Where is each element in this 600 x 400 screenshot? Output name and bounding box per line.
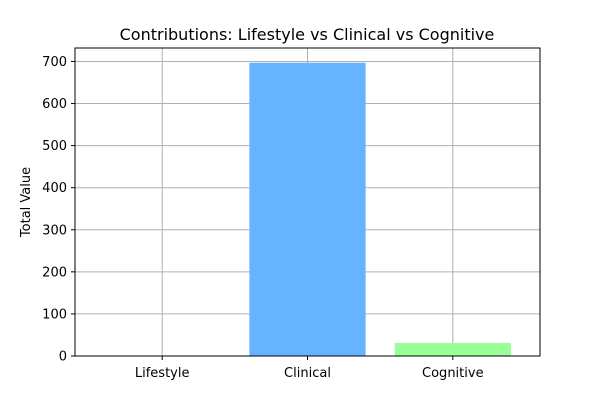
y-tick-label: 500 [42,139,67,154]
y-axis-label: Total Value [19,167,34,238]
y-tick-label: 200 [42,265,67,280]
y-tick-label: 100 [42,307,67,322]
y-axis-ticks: 0 100 200 300 400 500 600 700 [42,55,75,365]
x-axis-ticks: Lifestyle Clinical Cognitive [135,356,484,381]
y-tick-label: 0 [59,350,67,365]
x-tick-label: Lifestyle [135,366,190,381]
y-tick-label: 300 [42,223,67,238]
y-tick-label: 400 [42,181,67,196]
x-tick-label: Cognitive [422,366,484,381]
x-tick-label: Clinical [284,366,331,381]
y-tick-label: 700 [42,55,67,70]
bars [249,62,511,356]
chart-title: Contributions: Lifestyle vs Clinical vs … [120,25,495,44]
y-tick-label: 600 [42,97,67,112]
bar-cognitive [394,342,511,356]
bar-clinical [249,62,366,356]
